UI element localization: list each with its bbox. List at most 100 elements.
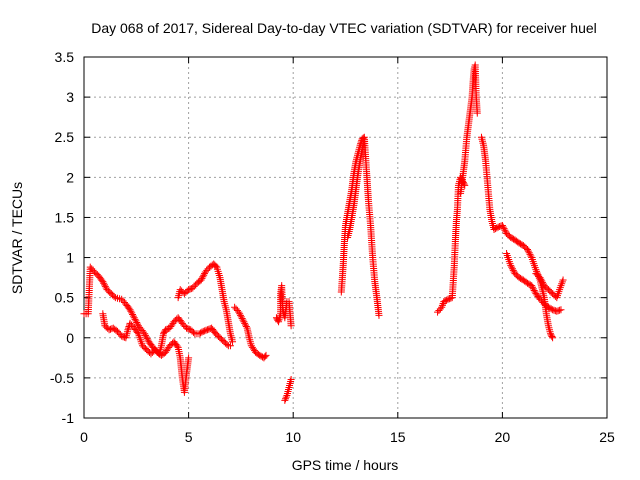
y-tick-label: 2.5 xyxy=(55,129,75,145)
data-point xyxy=(100,279,108,287)
data-point xyxy=(101,282,109,290)
data-point xyxy=(239,316,247,324)
data-point xyxy=(133,319,141,327)
data-point xyxy=(226,342,234,350)
chart-title: Day 068 of 2017, Sidereal Day-to-day VTE… xyxy=(91,20,597,36)
data-point xyxy=(287,322,295,330)
data-point xyxy=(101,281,109,289)
axis-ticks: 0 5 10 15 20 25 -1 -0.5 0 0.5 1 1.5 2 2.5 3 3.5 xyxy=(50,49,615,445)
data-point xyxy=(360,137,368,145)
data-point xyxy=(143,335,151,343)
data-point xyxy=(262,351,270,359)
data-point xyxy=(199,273,207,281)
data-point xyxy=(498,221,506,229)
data-point xyxy=(235,308,243,316)
data-point xyxy=(198,274,206,282)
data-point xyxy=(132,317,140,325)
data-point xyxy=(548,332,556,340)
data-point xyxy=(133,328,141,336)
x-tick-label: 20 xyxy=(495,429,511,445)
data-point xyxy=(509,266,517,274)
data-point xyxy=(261,353,269,361)
x-tick-label: 5 xyxy=(185,429,193,445)
data-point xyxy=(524,246,532,254)
x-tick-label: 25 xyxy=(599,429,615,445)
data-point xyxy=(529,283,537,291)
data-point xyxy=(142,331,150,339)
data-point xyxy=(237,313,245,321)
data-point xyxy=(526,250,534,258)
data-point xyxy=(124,326,132,334)
y-axis-label: SDTVAR / TECUs xyxy=(9,182,25,294)
data-point xyxy=(129,311,137,319)
data-point xyxy=(549,334,557,342)
data-point xyxy=(375,311,383,319)
data-point xyxy=(131,315,139,323)
data-point xyxy=(229,338,237,346)
y-tick-label: -1 xyxy=(62,410,75,426)
data-point xyxy=(99,278,107,286)
data-point xyxy=(508,265,516,273)
data-point xyxy=(173,342,181,350)
y-tick-label: 0.5 xyxy=(55,290,75,306)
data-point xyxy=(359,134,367,142)
x-axis-label: GPS time / hours xyxy=(292,457,399,473)
data-point xyxy=(128,309,136,317)
y-tick-label: 0 xyxy=(66,330,74,346)
y-tick-label: 1.5 xyxy=(55,209,75,225)
data-point xyxy=(223,340,231,348)
data-point xyxy=(556,306,564,314)
y-tick-label: 3 xyxy=(66,89,74,105)
data-point xyxy=(242,321,250,329)
data-point xyxy=(559,276,567,284)
data-point xyxy=(212,262,220,270)
data-point xyxy=(525,249,533,257)
y-tick-label: 1 xyxy=(66,250,74,266)
data-point xyxy=(530,286,538,294)
data-point xyxy=(537,275,545,283)
x-tick-label: 10 xyxy=(285,429,301,445)
data-point xyxy=(501,226,509,234)
data-point xyxy=(529,285,537,293)
data-point xyxy=(281,396,289,404)
data-point xyxy=(241,319,249,327)
y-tick-label: 2 xyxy=(66,169,74,185)
data-point xyxy=(236,310,244,318)
data-point xyxy=(236,311,244,319)
x-tick-label: 15 xyxy=(390,429,406,445)
data-point xyxy=(539,278,547,286)
data-point xyxy=(557,306,565,314)
data-point xyxy=(507,262,515,270)
plot-frame xyxy=(83,56,608,419)
data-point xyxy=(242,323,250,331)
data-point xyxy=(287,375,295,383)
data-point xyxy=(508,263,516,271)
data-point xyxy=(189,328,197,336)
data-point xyxy=(536,274,544,282)
data-point xyxy=(538,277,546,285)
y-tick-label: 3.5 xyxy=(55,49,75,65)
data-point xyxy=(240,318,248,326)
data-point xyxy=(527,252,535,260)
data-point xyxy=(282,395,290,403)
y-tick-label: -0.5 xyxy=(50,370,74,386)
data-point xyxy=(528,282,536,290)
data-point xyxy=(197,276,205,284)
data-point xyxy=(142,333,150,341)
data-point xyxy=(500,225,508,233)
data-point xyxy=(129,312,137,320)
data-point xyxy=(282,393,290,401)
data-point xyxy=(185,354,193,362)
data-point xyxy=(238,315,246,323)
data-point xyxy=(473,109,481,117)
data-point xyxy=(524,247,532,255)
data-points xyxy=(80,61,567,404)
data-point xyxy=(130,314,138,322)
data-point xyxy=(200,271,208,279)
data-point xyxy=(127,307,135,315)
x-tick-label: 0 xyxy=(80,429,88,445)
data-point xyxy=(141,330,149,338)
data-point xyxy=(499,223,507,231)
data-point xyxy=(126,306,134,314)
